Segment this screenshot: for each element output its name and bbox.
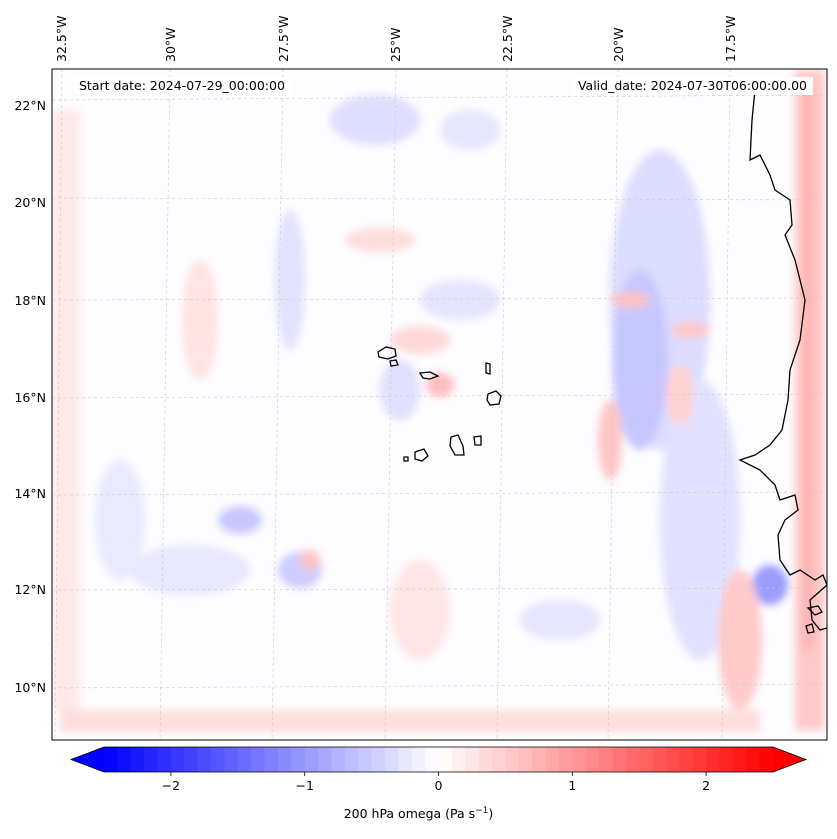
colorbar-swatch xyxy=(679,747,694,772)
colorbar-swatch xyxy=(144,747,159,772)
island-brava xyxy=(403,456,409,462)
lon-tick-label: 25°W xyxy=(388,27,403,62)
colorbar-swatch xyxy=(197,747,212,772)
colorbar-swatch xyxy=(478,747,493,772)
colorbar-swatch xyxy=(157,747,172,772)
lon-tick-label: 32.5°W xyxy=(54,16,69,62)
west-africa-coastline xyxy=(738,89,827,631)
omega-field xyxy=(52,69,827,740)
lon-tick-label: 20°W xyxy=(611,27,626,62)
lat-tick-label: 18°N xyxy=(14,293,46,308)
map-gridlines xyxy=(52,69,827,740)
colorbar-swatch xyxy=(371,747,386,772)
colorbar-label: 200 hPa omega (Pa s−1) xyxy=(0,806,837,821)
colorbar-label-sup: −1 xyxy=(475,806,489,816)
colorbar-swatch xyxy=(318,747,333,772)
colorbar-swatch xyxy=(411,747,426,772)
colorbar-ticks: −2 −1 0 1 2 xyxy=(162,772,710,793)
colorbar-label-end: ) xyxy=(488,806,494,822)
island-maio xyxy=(473,435,482,446)
island-santo-antao xyxy=(377,346,397,360)
colorbar-tick-label: 0 xyxy=(435,778,443,793)
island-sao-nicolau xyxy=(418,371,440,380)
lat-tick-label: 14°N xyxy=(14,486,46,501)
colorbar-swatch xyxy=(585,747,600,772)
lat-tick-label: 16°N xyxy=(14,390,46,405)
colorbar-swatch xyxy=(384,747,399,772)
colorbar-swatch xyxy=(652,747,667,772)
lon-tick-label: 30°W xyxy=(163,27,178,62)
island-fogo xyxy=(414,448,429,462)
colorbar-swatch xyxy=(184,747,199,772)
colorbar-tick-label: 2 xyxy=(702,778,710,793)
colorbar-swatch xyxy=(492,747,506,772)
colorbar-swatch xyxy=(264,747,279,772)
colorbar xyxy=(69,746,808,773)
lon-tick-label: 22.5°W xyxy=(500,16,515,62)
island-boa-vista xyxy=(486,390,502,406)
colorbar-swatch xyxy=(291,747,306,772)
start-date-label: Start date: 2024-07-29_00:00:00 xyxy=(73,77,291,95)
colorbar-swatch xyxy=(719,747,734,772)
colorbar-tick-label: 1 xyxy=(568,778,576,793)
lon-tick-label: 17.5°W xyxy=(723,16,738,62)
colorbar-swatch xyxy=(625,747,640,772)
colorbar-swatch xyxy=(251,747,266,772)
colorbar-swatch xyxy=(117,747,132,772)
colorbar-swatch xyxy=(706,747,721,772)
lat-tick-label: 12°N xyxy=(14,582,46,597)
island-santiago xyxy=(449,434,465,456)
colorbar-swatch xyxy=(732,747,747,772)
colorbar-swatch xyxy=(572,747,587,772)
valid-date-label: Valid_date: 2024-07-30T06:00:00.00 xyxy=(571,77,813,95)
colorbar-swatch xyxy=(170,747,185,772)
colorbar-swatch xyxy=(237,747,252,772)
colorbar-swatch xyxy=(518,747,533,772)
colorbar-swatch xyxy=(558,747,573,772)
map-frame xyxy=(51,68,828,741)
island-sao-vicente xyxy=(389,359,399,367)
colorbar-swatch xyxy=(692,747,707,772)
colorbar-swatch xyxy=(358,747,373,772)
senegal-islands xyxy=(805,605,823,634)
island-sal xyxy=(485,362,491,375)
colorbar-swatch xyxy=(425,747,440,772)
lat-tick-label: 10°N xyxy=(14,680,46,695)
lat-tick-label: 22°N xyxy=(14,98,46,113)
colorbar-label-main: 200 hPa omega (Pa s xyxy=(343,806,476,822)
colorbar-swatch xyxy=(304,747,319,772)
colorbar-swatch xyxy=(344,747,359,772)
colorbar-swatch xyxy=(224,747,239,772)
colorbar-swatch xyxy=(211,747,226,772)
latitude-labels: 22°N 20°N 18°N 16°N 14°N 12°N 10°N xyxy=(14,98,46,695)
colorbar-swatch xyxy=(505,747,520,772)
colorbar-swatch xyxy=(545,747,560,772)
colorbar-outline xyxy=(69,746,808,773)
colorbar-swatch xyxy=(331,747,346,772)
colorbar-swatch xyxy=(451,747,466,772)
colorbar-swatch xyxy=(599,747,614,772)
colorbar-extend-min xyxy=(71,747,104,772)
colorbar-tick-label: −1 xyxy=(295,778,313,793)
colorbar-swatch xyxy=(639,747,654,772)
colorbar-swatch xyxy=(398,747,413,772)
colorbar-extend-max xyxy=(773,747,806,772)
colorbar-swatch xyxy=(438,747,453,772)
colorbar-swatch xyxy=(104,747,118,772)
colorbar-swatch xyxy=(612,747,627,772)
colorbar-swatch xyxy=(465,747,480,772)
colorbar-tick-label: −2 xyxy=(162,778,180,793)
lon-tick-label: 27.5°W xyxy=(276,16,291,62)
colorbar-swatch xyxy=(532,747,547,772)
colorbar-swatch xyxy=(130,747,145,772)
colorbar-swatch xyxy=(759,747,774,772)
colorbar-swatch xyxy=(665,747,680,772)
colorbar-swatch xyxy=(277,747,292,772)
coastlines xyxy=(377,89,827,634)
longitude-labels: 32.5°W 30°W 27.5°W 25°W 22.5°W 20°W 17.5°W xyxy=(54,16,738,62)
lat-tick-label: 20°N xyxy=(14,195,46,210)
colorbar-swatch xyxy=(746,747,761,772)
